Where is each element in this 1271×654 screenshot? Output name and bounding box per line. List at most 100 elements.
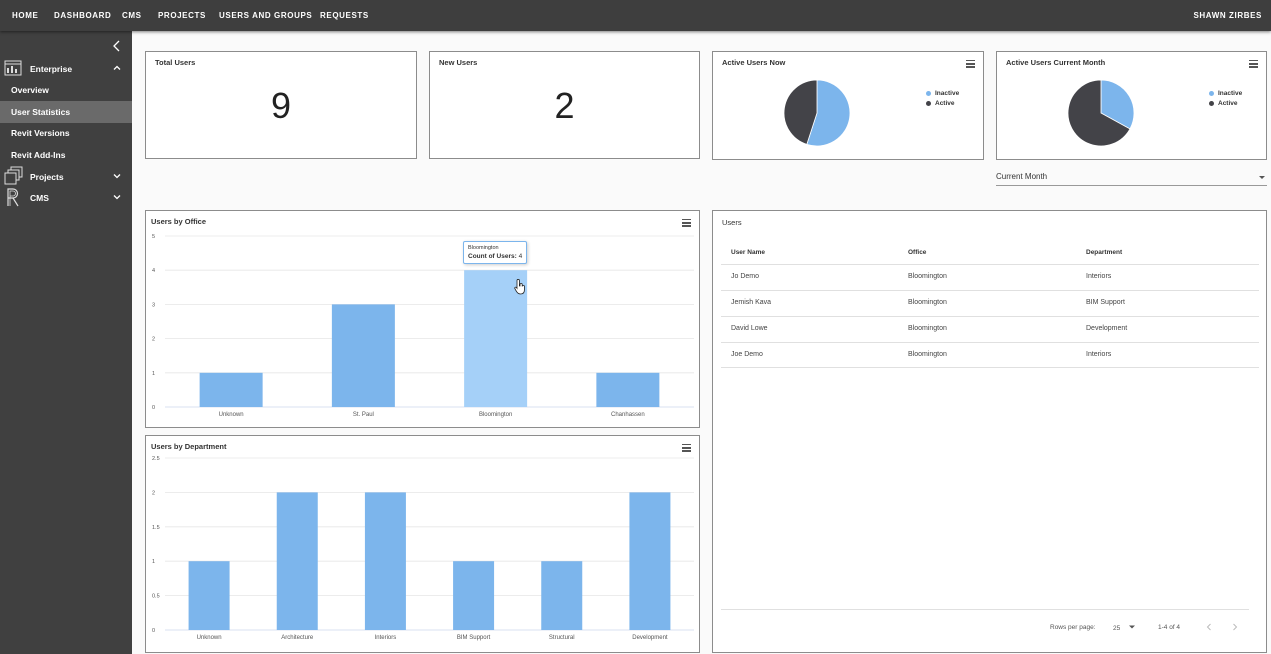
x-category-label: Architecture bbox=[281, 635, 314, 641]
pie-slice-active[interactable] bbox=[1067, 79, 1131, 147]
column-header-office[interactable]: Office bbox=[908, 249, 927, 256]
period-select-value: Current Month bbox=[996, 172, 1048, 181]
pie-slice-inactive[interactable] bbox=[806, 79, 851, 147]
y-tick-label: 5 bbox=[152, 234, 155, 240]
tooltip-category: Bloomington bbox=[468, 245, 499, 251]
legend-item-inactive[interactable]: Inactive bbox=[1209, 90, 1242, 100]
user-name[interactable]: SHAWN ZIRBES bbox=[1193, 11, 1262, 20]
nav-dashboard[interactable]: DASHBOARD bbox=[54, 11, 112, 20]
pie-legend: Inactive Active bbox=[1209, 90, 1242, 110]
sidebar-item-user-statistics[interactable]: User Statistics bbox=[0, 101, 132, 123]
projects-icon bbox=[4, 166, 23, 185]
sidebar-item-label: Revit Add-Ins bbox=[11, 150, 66, 160]
sidebar-item-revit-add-ins[interactable]: Revit Add-Ins bbox=[0, 144, 132, 166]
tooltip-value: 4 bbox=[518, 253, 523, 260]
new-users-card: New Users 2 bbox=[429, 51, 700, 159]
bar[interactable] bbox=[199, 372, 263, 407]
chart-menu-icon[interactable] bbox=[682, 444, 691, 452]
chevron-up-icon bbox=[113, 65, 121, 70]
y-tick-label: 2 bbox=[152, 490, 155, 496]
legend-label: Active bbox=[935, 100, 955, 107]
bar[interactable] bbox=[596, 372, 660, 407]
card-title: Total Users bbox=[155, 58, 196, 67]
legend-item-active[interactable]: Active bbox=[1209, 100, 1242, 110]
nav-cms[interactable]: CMS bbox=[122, 11, 142, 20]
tooltip-label: Count of Users bbox=[468, 253, 515, 260]
bar[interactable] bbox=[541, 561, 583, 630]
sidebar-item-label: Revit Versions bbox=[11, 128, 70, 138]
legend-item-inactive[interactable]: Inactive bbox=[926, 90, 959, 100]
pie-chart bbox=[783, 79, 851, 147]
cell-office: Bloomington bbox=[908, 325, 947, 332]
y-tick-label: 4 bbox=[152, 268, 155, 274]
x-category-label: St. Paul bbox=[353, 412, 374, 418]
prev-page-icon[interactable] bbox=[1204, 622, 1214, 632]
nav-projects[interactable]: PROJECTS bbox=[158, 11, 206, 20]
card-title: Active Users Now bbox=[722, 58, 786, 67]
cell-user-name: David Lowe bbox=[731, 325, 768, 332]
chevron-down-icon bbox=[113, 174, 121, 179]
table-row[interactable]: David Lowe Bloomington Development bbox=[721, 316, 1259, 342]
chart-menu-icon[interactable] bbox=[682, 219, 691, 227]
nav-home[interactable]: HOME bbox=[12, 11, 39, 20]
sidebar-section-cms[interactable]: CMS bbox=[0, 187, 132, 209]
chart-menu-icon[interactable] bbox=[966, 60, 975, 68]
cell-office: Bloomington bbox=[908, 299, 947, 306]
rows-per-page-select[interactable]: 25 bbox=[1113, 624, 1136, 632]
cell-department: BIM Support bbox=[1086, 299, 1125, 306]
total-users-card: Total Users 9 bbox=[145, 51, 417, 159]
cell-department: Interiors bbox=[1086, 351, 1112, 358]
legend-item-active[interactable]: Active bbox=[926, 100, 959, 110]
cell-office: Bloomington bbox=[908, 273, 947, 280]
y-tick-label: 1 bbox=[152, 371, 155, 377]
nav-requests[interactable]: REQUESTS bbox=[320, 11, 369, 20]
pie-chart bbox=[1067, 79, 1135, 147]
active-users-now-card: Active Users Now Inactive Active bbox=[712, 51, 984, 160]
next-page-icon[interactable] bbox=[1230, 622, 1240, 632]
sidebar-section-label: Projects bbox=[30, 172, 64, 182]
chart-tooltip: Bloomington Count of Users: 4 bbox=[463, 241, 528, 264]
bar[interactable] bbox=[276, 492, 318, 630]
y-tick-label: 0 bbox=[152, 405, 155, 411]
pie-slice-active[interactable] bbox=[783, 79, 818, 145]
y-tick-label: 0.5 bbox=[152, 594, 160, 600]
chart-title: Users by Office bbox=[151, 217, 207, 226]
cell-department: Interiors bbox=[1086, 273, 1112, 280]
sidebar-section-enterprise[interactable]: Enterprise bbox=[0, 58, 132, 80]
legend-label: Inactive bbox=[935, 90, 960, 97]
hand-cursor-icon bbox=[514, 279, 525, 295]
table-footer-divider bbox=[721, 609, 1249, 610]
legend-label: Active bbox=[1218, 100, 1238, 107]
table-row[interactable]: Jo Demo Bloomington Interiors bbox=[721, 264, 1259, 290]
sidebar: Enterprise Overview User Statistics Revi… bbox=[0, 31, 132, 654]
bar[interactable] bbox=[364, 492, 406, 630]
bar[interactable] bbox=[453, 561, 495, 630]
users-by-office-chart: 0 1 2 3 4 5 Unknown St. Paul Bloomington Chanhass… bbox=[152, 234, 694, 418]
pie-slice-inactive[interactable] bbox=[1100, 79, 1135, 130]
bar[interactable] bbox=[464, 270, 528, 407]
sidebar-section-label: Enterprise bbox=[30, 64, 73, 74]
bar[interactable] bbox=[629, 492, 671, 630]
total-users-value: 9 bbox=[270, 85, 292, 126]
y-tick-label: 2.5 bbox=[152, 456, 160, 462]
cell-user-name: Jo Demo bbox=[731, 273, 760, 280]
bar[interactable] bbox=[331, 304, 395, 407]
table-row[interactable]: Jemish Kava Bloomington BIM Support bbox=[721, 290, 1259, 316]
cell-department: Development bbox=[1086, 325, 1128, 332]
x-category-label: Interiors bbox=[375, 635, 397, 641]
sidebar-section-projects[interactable]: Projects bbox=[0, 166, 132, 188]
nav-users-and-groups[interactable]: USERS AND GROUPS bbox=[219, 11, 313, 20]
column-header-department[interactable]: Department bbox=[1086, 249, 1123, 256]
period-select[interactable]: Current Month bbox=[996, 170, 1267, 186]
users-by-office-card: Users by Office 0 1 2 3 4 5 Unknown St. Paul Blo… bbox=[145, 210, 700, 428]
sidebar-item-overview[interactable]: Overview bbox=[0, 79, 132, 101]
x-category-label: Chanhassen bbox=[611, 412, 645, 418]
dropdown-arrow-icon bbox=[1259, 176, 1265, 179]
column-header-user-name[interactable]: User Name bbox=[731, 249, 765, 256]
sidebar-item-revit-versions[interactable]: Revit Versions bbox=[0, 122, 132, 144]
collapse-sidebar-icon[interactable] bbox=[110, 39, 124, 53]
bar[interactable] bbox=[188, 561, 230, 630]
table-row[interactable]: Joe Demo Bloomington Interiors bbox=[721, 342, 1259, 368]
chart-menu-icon[interactable] bbox=[1249, 60, 1258, 68]
legend-dot bbox=[1209, 91, 1214, 96]
